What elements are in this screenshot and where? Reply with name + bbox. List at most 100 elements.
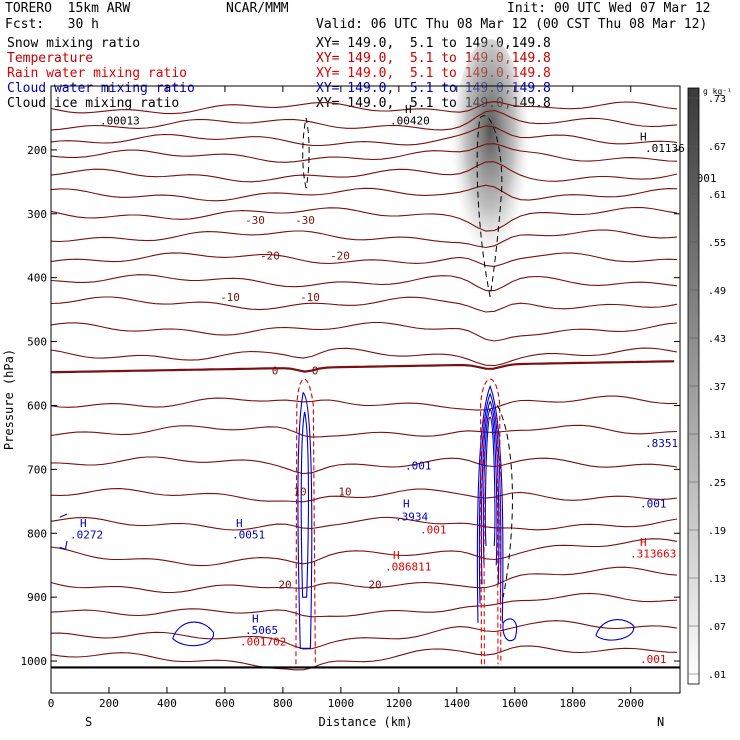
- x-tick-label: 1400: [444, 697, 471, 710]
- rain-water-contour: [483, 417, 499, 665]
- theta-contour: [50, 516, 678, 531]
- colorbar-tick-label: .13: [708, 574, 726, 585]
- contour-annotation: H: [405, 103, 412, 116]
- snow-contour: [302, 117, 310, 189]
- contour-annotation: .0051: [232, 528, 265, 541]
- contour-annotation: .001: [640, 653, 667, 666]
- cloud-water-contour: [59, 513, 68, 550]
- y-tick-label: 400: [27, 272, 47, 285]
- south-end-label: S: [85, 715, 92, 729]
- contour-annotation: .8351: [645, 437, 678, 450]
- contour-annotation: .313663: [630, 548, 676, 561]
- contour-annotation: .001: [405, 459, 432, 472]
- colorbar-tick-label: .37: [708, 382, 726, 393]
- colorbar-tick-label: .25: [708, 478, 726, 489]
- theta-contour: [50, 101, 678, 115]
- legend-field-name: Temperature: [7, 51, 94, 66]
- y-tick-label: 1000: [21, 655, 48, 668]
- isotherm-label: 10: [338, 486, 351, 499]
- x-tick-label: 1800: [560, 697, 587, 710]
- theta-contour: [50, 252, 678, 267]
- contour-annotation: .0272: [70, 528, 103, 541]
- contour-annotation: .00013: [100, 114, 140, 127]
- colorbar-tick-label: .19: [708, 526, 726, 537]
- contour-annotation: .001: [640, 498, 667, 511]
- y-tick-label: 800: [27, 527, 47, 540]
- melting-level-contour: [50, 360, 675, 374]
- theta-contour: [50, 296, 678, 313]
- snow-contour: [476, 115, 503, 297]
- colorbar-tick-label: .73: [708, 94, 726, 105]
- x-tick-label: 1600: [502, 697, 529, 710]
- theta-contour: [50, 566, 678, 594]
- org-label: NCAR/MMM: [226, 1, 289, 16]
- isotherm-label: -30: [295, 214, 315, 227]
- contour-annotation: H: [252, 613, 259, 626]
- colorbar-tick-label: .43: [708, 334, 726, 345]
- y-tick-label: 900: [27, 591, 47, 604]
- theta-contour: [50, 592, 678, 618]
- contour-annotation: .01136: [645, 142, 685, 155]
- contour-annotation: .5065: [245, 624, 278, 637]
- theta-contour: [50, 229, 678, 249]
- x-tick-label: 200: [99, 697, 119, 710]
- cloud-water-contour: [482, 408, 498, 566]
- cloud-water-contour: [484, 416, 496, 547]
- theta-contour: [50, 424, 678, 438]
- isotherm-label: 0: [312, 364, 319, 377]
- valid-time: Valid: 06 UTC Thu 08 Mar 12 (00 CST Thu …: [316, 17, 708, 32]
- colorbar-tick-label: .07: [708, 622, 726, 633]
- colorbar-tick-label: .67: [708, 142, 726, 153]
- isotherm-label: 10: [293, 486, 306, 499]
- snow-contour: [496, 405, 513, 598]
- contour-annotation: H: [403, 498, 410, 511]
- theta-contour: [50, 143, 678, 163]
- x-tick-label: 1200: [386, 697, 413, 710]
- x-tick-label: 2000: [617, 697, 644, 710]
- theta-contour: [50, 274, 678, 292]
- y-tick-label: 600: [27, 399, 47, 412]
- y-tick-label: 700: [27, 463, 47, 476]
- isotherm-label: -20: [330, 249, 350, 262]
- x-tick-label: 1000: [328, 697, 355, 710]
- isotherm-label: 20: [278, 578, 291, 591]
- y-tick-label: 200: [27, 144, 47, 157]
- isotherm-label: 0: [272, 364, 279, 377]
- theta-contour: [50, 125, 678, 147]
- colorbar-tick-label: .31: [708, 430, 726, 441]
- north-end-label: N: [657, 715, 664, 729]
- cloud-water-contour: [300, 411, 309, 598]
- colorbar-tick-label: .49: [708, 286, 726, 297]
- rain-water-contour: [295, 378, 316, 665]
- isotherm-label: -10: [300, 291, 320, 304]
- theta-contour: [50, 488, 678, 503]
- colorbar-unit: g kg⁻¹: [703, 87, 732, 96]
- plot-frame: [50, 85, 681, 694]
- theta-contour: [50, 538, 678, 567]
- theta-contour: [50, 456, 678, 475]
- contour-annotation: H: [236, 517, 243, 530]
- contour-annotation: H: [393, 549, 400, 562]
- contour-annotation: .001: [420, 523, 447, 536]
- x-axis-label: Distance (km): [319, 715, 413, 729]
- isotherm-label: -30: [245, 214, 265, 227]
- cloud-water-contour: [595, 619, 635, 641]
- theta-contour: [50, 161, 678, 183]
- colorbar-tick-label: .61: [708, 190, 726, 201]
- isotherm-label: -20: [260, 249, 280, 262]
- rain-water-contour: [480, 378, 502, 665]
- theta-contour: [50, 109, 678, 131]
- theta-contour: [50, 645, 678, 671]
- y-tick-label: 300: [27, 208, 47, 221]
- legend-field-name: Cloud water mixing ratio: [7, 81, 195, 96]
- theta-contour: [50, 206, 678, 232]
- colorbar-tick-label: .55: [708, 238, 726, 249]
- model-title: TORERO 15km ARW: [5, 1, 131, 16]
- legend-field-name: Rain water mixing ratio: [7, 66, 188, 81]
- cloud-water-contour: [172, 621, 214, 647]
- contour-annotation: H: [640, 536, 647, 549]
- x-tick-label: 400: [157, 697, 177, 710]
- contour-annotation: .001702: [240, 636, 286, 649]
- cloud-water-contour: [297, 391, 313, 649]
